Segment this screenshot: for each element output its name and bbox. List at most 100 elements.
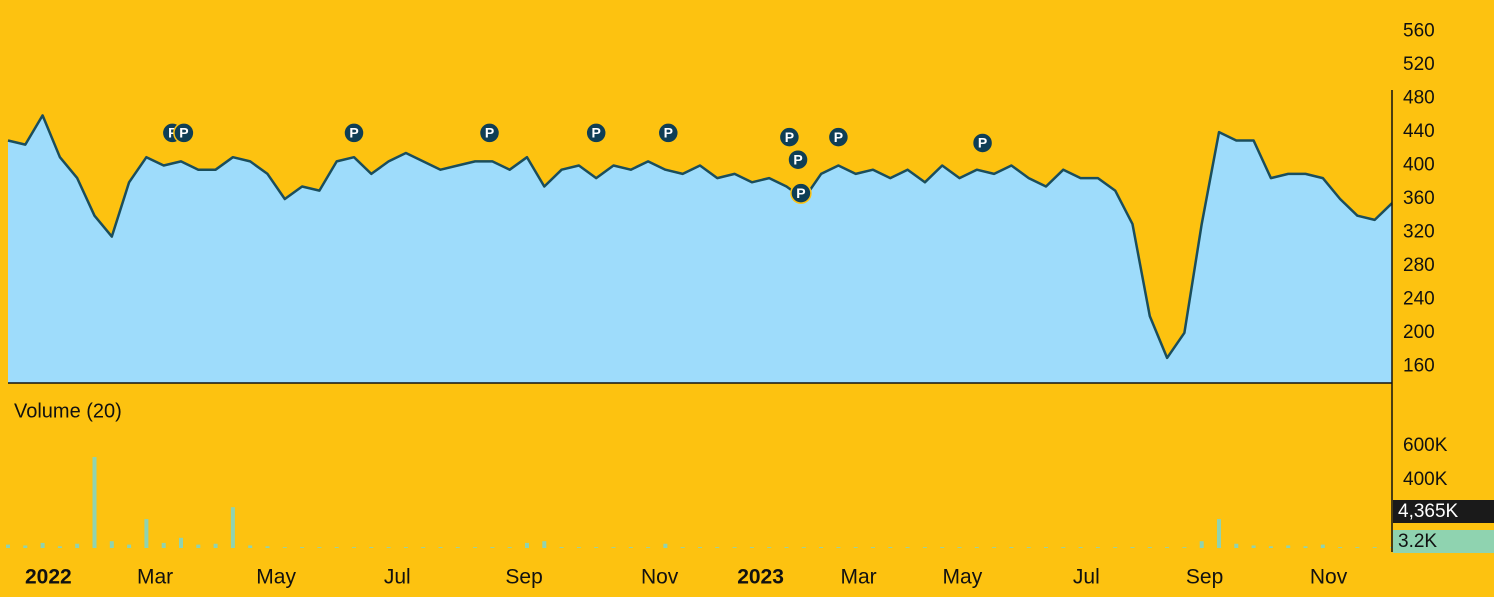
event-marker-label: P: [978, 135, 987, 151]
event-marker-label: P: [592, 125, 601, 141]
volume-bar: [646, 547, 651, 548]
x-tick-label: Sep: [505, 566, 542, 589]
volume-bar: [628, 547, 633, 548]
volume-bar: [1130, 547, 1135, 548]
price-line: [7, 114, 1393, 360]
volume-bar: [1303, 546, 1308, 548]
x-tick-label: 2023: [737, 566, 784, 589]
volume-bar: [421, 547, 426, 548]
volume-bar: [940, 547, 945, 548]
x-tick-label: May: [943, 566, 983, 589]
volume-bar: [784, 547, 789, 548]
volume-bar: [23, 545, 28, 548]
volume-bar: [403, 547, 408, 548]
volume-bar: [888, 547, 893, 548]
y-tick-label: 560: [1403, 21, 1435, 42]
x-tick-label: 2022: [25, 566, 72, 589]
volume-bar: [282, 547, 287, 548]
price-area: [8, 115, 1392, 384]
volume-bar: [594, 547, 599, 548]
event-marker: [790, 182, 812, 204]
y-tick-label: 360: [1403, 188, 1435, 209]
volume-bar: [576, 547, 581, 548]
volume-bar: [40, 542, 45, 548]
y-tick-label: 160: [1403, 355, 1435, 376]
event-marker-label: P: [349, 125, 358, 141]
y-tick-label: 320: [1403, 221, 1435, 242]
x-tick-label: Nov: [641, 566, 679, 589]
event-marker: [971, 132, 994, 154]
volume-bar: [559, 547, 564, 548]
volume-bar: [542, 541, 547, 548]
event-marker-label: P: [793, 151, 802, 167]
volume-bar: [922, 547, 927, 548]
event-marker: [827, 126, 850, 148]
volume-bar: [749, 547, 754, 548]
y-tick-label: 440: [1403, 121, 1435, 142]
x-tick-label: Jul: [384, 566, 411, 589]
volume-bar: [1026, 547, 1031, 548]
volume-bar: [974, 547, 979, 548]
event-marker-label: P: [785, 129, 794, 145]
volume-bar: [1182, 547, 1187, 548]
volume-bar: [127, 544, 132, 548]
volume-bar: [905, 547, 910, 548]
volume-bar: [663, 543, 668, 548]
volume-bar: [230, 507, 235, 548]
volume-bar: [1372, 547, 1377, 548]
volume-bar: [1165, 547, 1170, 548]
volume-bar: [1217, 519, 1221, 548]
volume-bar: [265, 546, 270, 548]
y-tick-label: 240: [1403, 288, 1435, 309]
volume-bar: [1268, 546, 1273, 548]
event-marker-label: P: [834, 129, 843, 145]
event-marker: [173, 122, 195, 144]
volume-bar: [767, 547, 772, 548]
volume-pane-title: Volume (20): [14, 400, 122, 422]
volume-bar: [144, 519, 149, 548]
volume-bar: [75, 543, 80, 548]
event-marker-label: P: [664, 125, 673, 141]
y2-tick-label: 600K: [1403, 435, 1448, 456]
volume-bar: [490, 547, 495, 548]
volume-bar: [957, 547, 962, 548]
volume-bar: [732, 547, 737, 548]
volume-bar: [1147, 547, 1152, 548]
volume-bar: [248, 545, 253, 548]
volume-bar: [680, 547, 685, 548]
volume-bar: [611, 547, 616, 548]
volume-bar: [352, 547, 356, 548]
y-tick-label: 400: [1403, 155, 1435, 176]
volume-bar: [438, 547, 443, 548]
volume-bar: [871, 547, 875, 548]
x-tick-label: Nov: [1310, 566, 1348, 589]
last-value-label: 4,365K: [1398, 501, 1459, 522]
volume-bar: [6, 544, 10, 548]
event-marker: [478, 122, 501, 144]
volume-bar: [1320, 544, 1325, 548]
event-marker-label: F: [168, 125, 177, 141]
y-tick-label: 280: [1403, 255, 1435, 276]
volume-bar: [836, 547, 841, 548]
event-marker: [778, 126, 801, 148]
volume-bar: [317, 547, 322, 548]
volume-bar: [1338, 547, 1343, 548]
volume-bar: [57, 546, 62, 548]
last-value-box: [1393, 530, 1494, 553]
y-tick-label: 480: [1403, 88, 1435, 109]
x-tick-label: Sep: [1186, 566, 1223, 589]
volume-bar: [1113, 547, 1118, 548]
volume-bar: [525, 542, 529, 548]
event-marker: [657, 122, 680, 144]
volume-bar: [109, 541, 114, 548]
volume-bar: [213, 543, 218, 548]
volume-bar: [161, 542, 166, 548]
x-tick-label: Jul: [1073, 566, 1100, 589]
volume-bar: [1286, 545, 1291, 548]
volume-bar: [300, 547, 305, 548]
volume-bar: [1044, 547, 1048, 548]
volume-bar: [1078, 547, 1083, 548]
volume-bar: [801, 547, 806, 548]
